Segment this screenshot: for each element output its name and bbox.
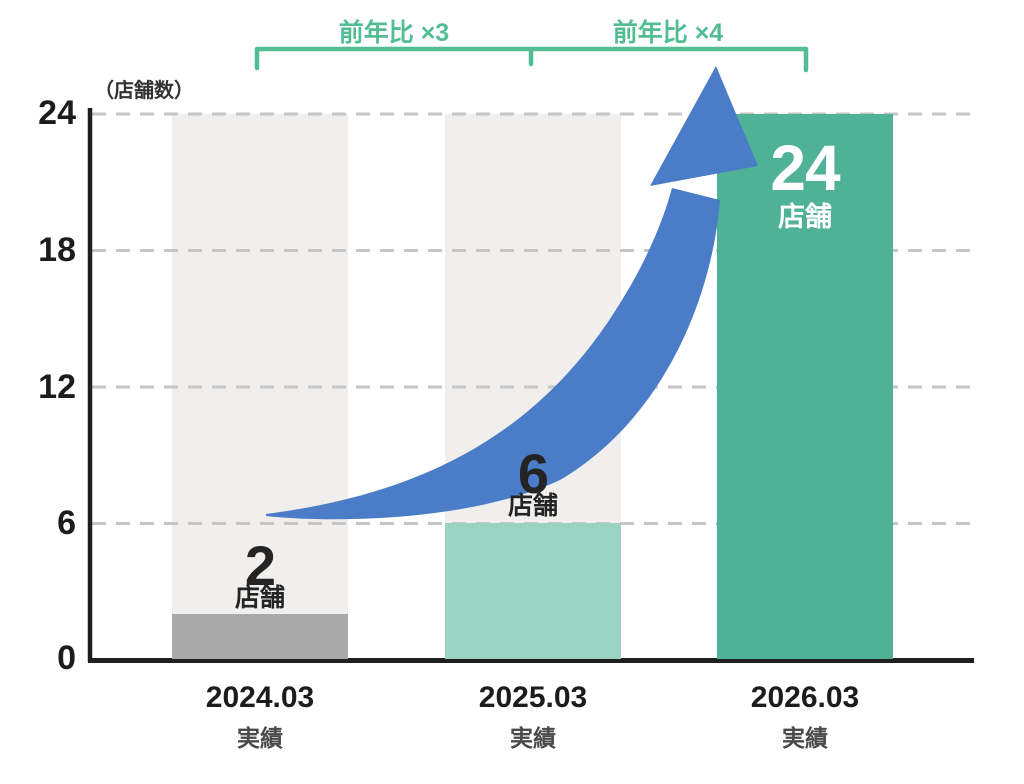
growth-arrow-shaft [266,188,720,520]
bar-2026 [717,114,893,659]
y-tick-24: 24 [38,94,76,132]
y-tick-12: 12 [38,368,76,406]
annotation-yoy-x3: 前年比 ×3 [338,19,450,47]
x-label-2026-year: 2026.03 [750,681,860,714]
bar-2025 [445,522,621,659]
annotation-bracket [254,46,809,73]
annotation-yoy-x4: 前年比 ×4 [612,19,724,47]
bar-2024 [172,613,348,659]
bar-2026-value-unit: 店舗 [778,202,832,232]
x-label-2024: 2024.03 実績 [150,682,370,753]
bar-2025-value-unit: 店舗 [507,492,558,520]
x-label-2026: 2026.03 実績 [695,682,915,753]
y-tick-6: 6 [57,504,76,542]
y-tick-0: 0 [57,639,76,677]
x-label-2025-year: 2025.03 [478,681,588,714]
bar-2024-value-unit: 店舗 [234,584,285,612]
x-label-2024-year: 2024.03 [205,681,315,714]
bar-2024-value: 2 [244,534,276,597]
x-label-2025-sub: 実績 [510,725,556,751]
y-axis-unit-label: （店舗数） [94,80,194,102]
y-tick-18: 18 [38,231,76,269]
x-label-2025: 2025.03 実績 [423,682,643,753]
bar-2026-value: 24 [770,132,840,204]
growth-arrow-head [650,66,758,186]
x-label-2024-sub: 実績 [237,725,283,751]
bar-2025-value: 6 [517,442,549,505]
x-label-2026-sub: 実績 [782,725,828,751]
